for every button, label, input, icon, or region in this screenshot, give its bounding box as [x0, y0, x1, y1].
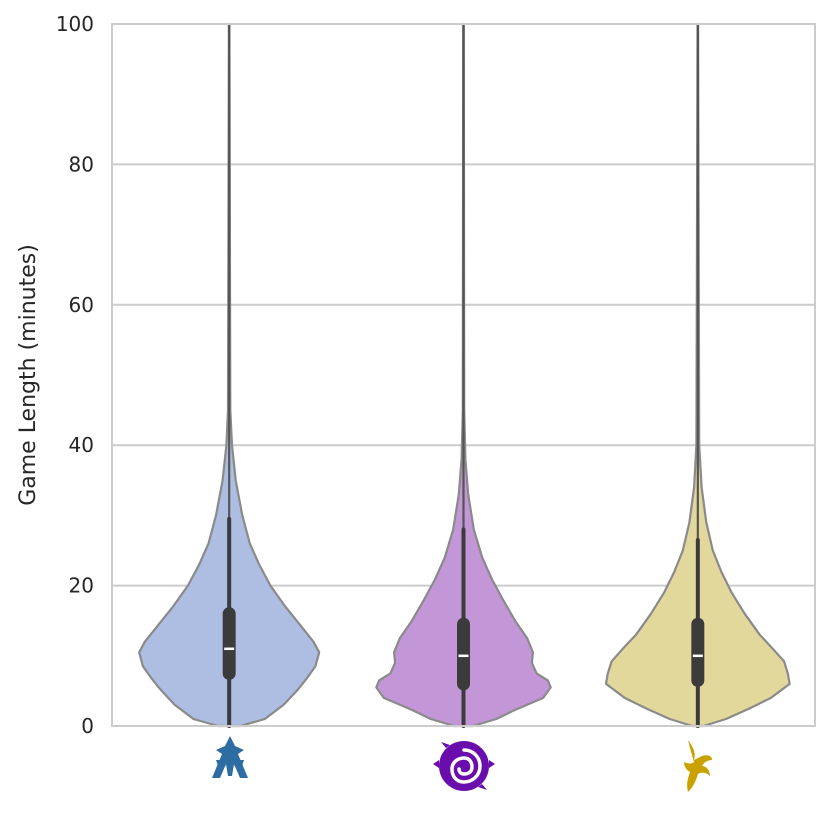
y-tick-labels: 0 20 40 60 80 100 [56, 12, 94, 738]
protoss-icon [684, 740, 712, 792]
violins [138, 22, 791, 728]
zerg-icon [433, 741, 495, 791]
y-tick-label: 0 [81, 714, 94, 738]
terran-icon [212, 736, 248, 778]
y-tick-label: 60 [69, 293, 94, 317]
y-axis-title: Game Length (minutes) [16, 244, 41, 506]
y-tick-label: 40 [69, 433, 94, 457]
plot-frame [111, 23, 816, 727]
y-tick-label: 80 [69, 152, 94, 176]
y-tick-label: 20 [69, 574, 94, 598]
y-tick-label: 100 [56, 12, 94, 36]
